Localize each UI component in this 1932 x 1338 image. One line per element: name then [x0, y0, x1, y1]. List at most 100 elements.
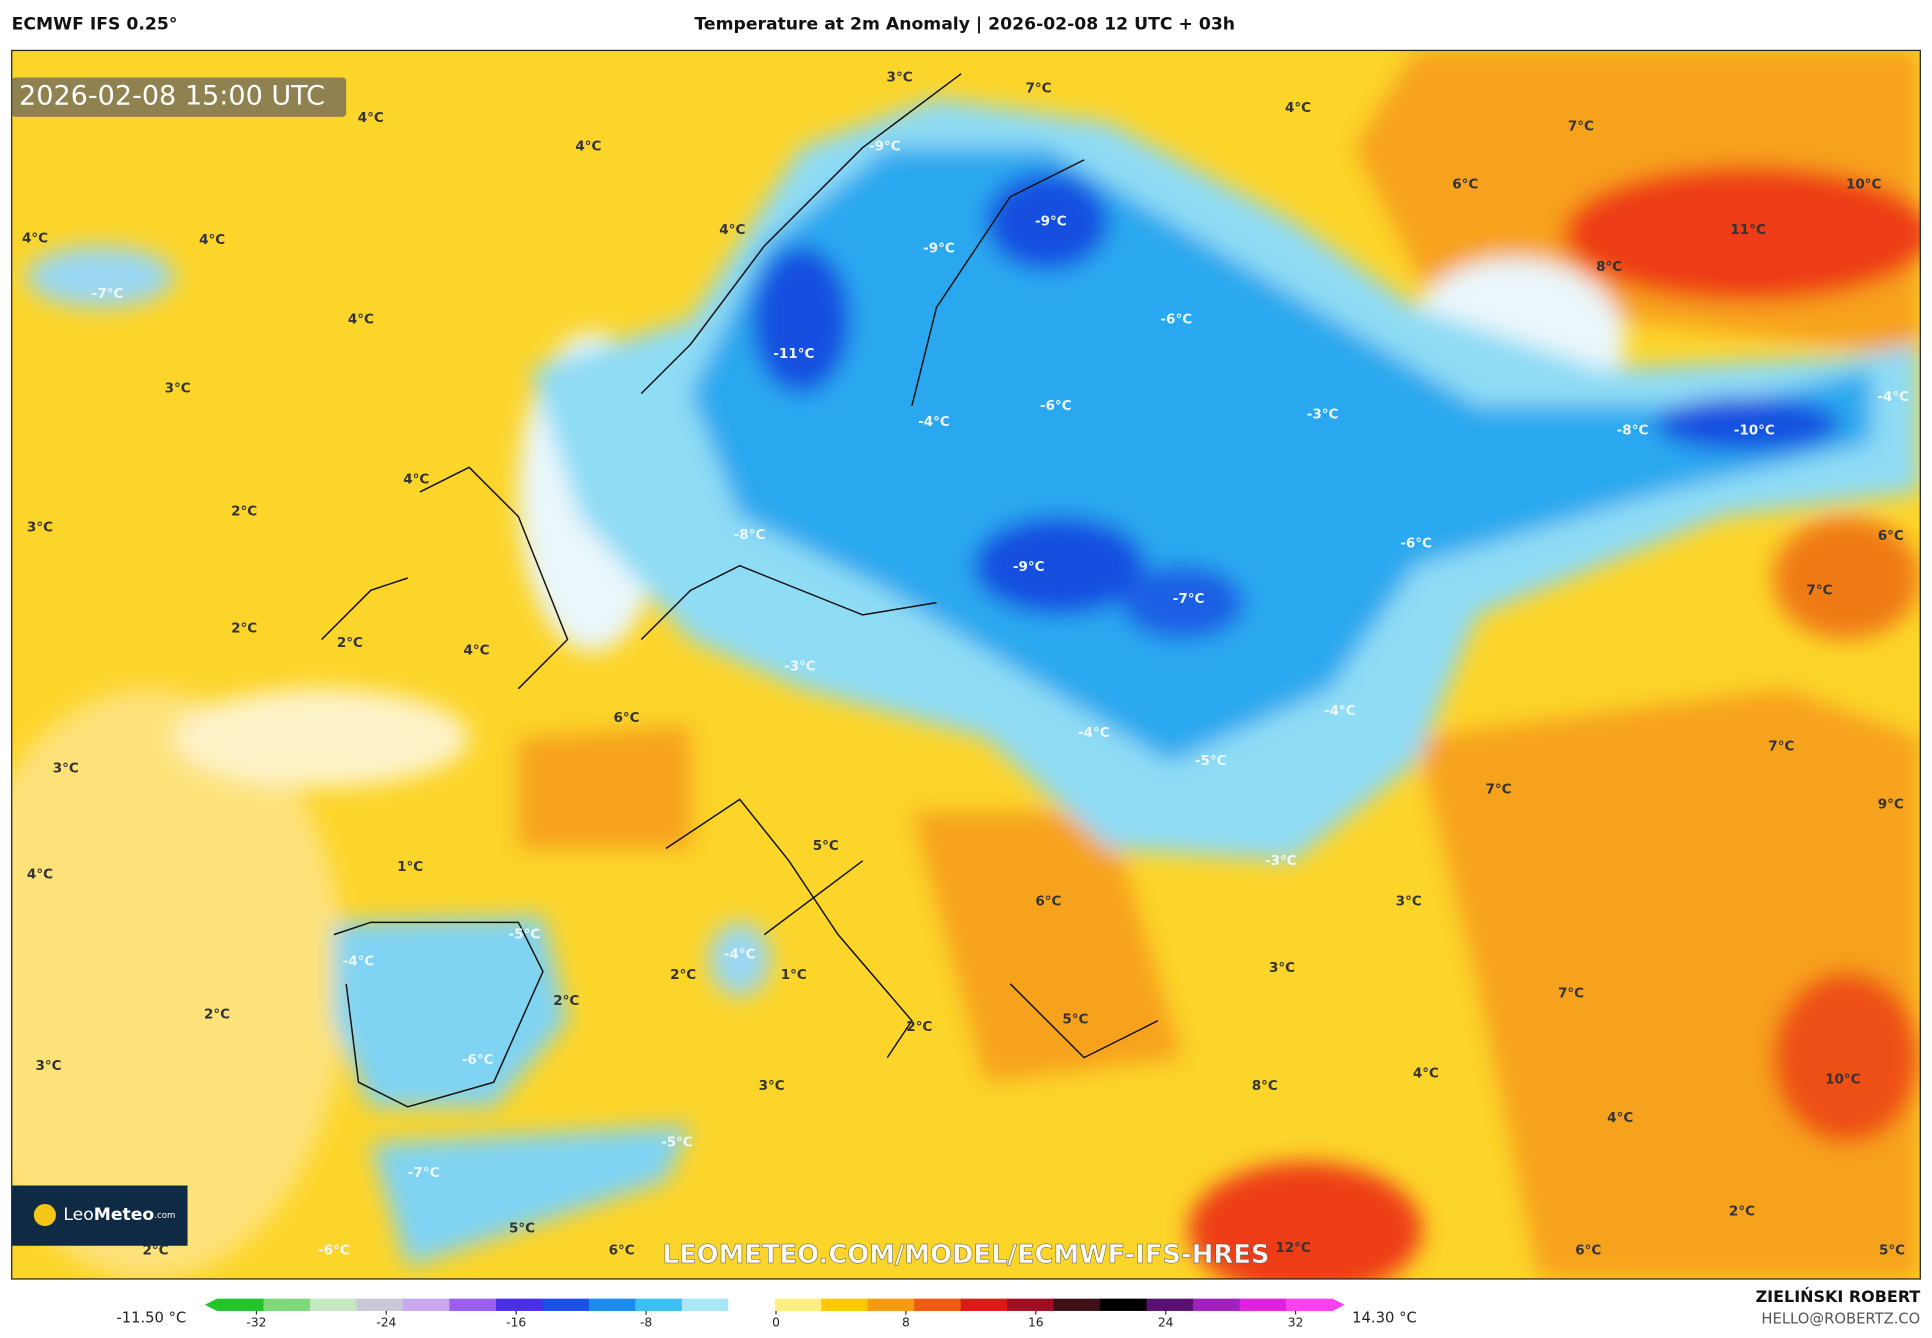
- temperature-label: 4°C: [1285, 100, 1311, 116]
- temperature-label: 4°C: [403, 472, 429, 488]
- colorbar-tick-label: 32: [1288, 1316, 1304, 1330]
- temperature-label: 4°C: [348, 312, 374, 328]
- timestamp-box: [11, 77, 347, 117]
- colorbar-arrow-right: [1332, 1298, 1345, 1311]
- temperature-label: 10°C: [1825, 1072, 1861, 1088]
- temperature-label: 1°C: [781, 967, 807, 983]
- temperature-label: 3°C: [759, 1078, 785, 1094]
- logo-suffix: .com: [154, 1211, 175, 1221]
- map: 3°C 7°C 4°C 7°C 4°C 4°C -9°C 6°C 10°C -9°C 4°C 4°C -…: [11, 50, 1921, 1279]
- temperature-label: 7°C: [1768, 738, 1794, 754]
- temperature-label: -5°C: [1195, 753, 1227, 769]
- temperature-label: -6°C: [462, 1052, 494, 1068]
- colorbar-segment: [356, 1298, 404, 1311]
- temperature-label: -4°C: [1324, 703, 1356, 719]
- temperature-label: -5°C: [661, 1134, 693, 1150]
- colorbar-segment: [495, 1298, 544, 1311]
- temperature-label: -8°C: [1617, 422, 1649, 438]
- colorbar-segment: [1007, 1298, 1055, 1311]
- logo-regular: Leo: [63, 1205, 93, 1225]
- temperature-label: -4°C: [918, 414, 950, 430]
- temperature-label: 8°C: [1252, 1078, 1278, 1094]
- colorbar-segment: [263, 1298, 311, 1311]
- temperature-label: -10°C: [1734, 422, 1775, 438]
- temperature-label: 3°C: [887, 69, 913, 85]
- temperature-label: -7°C: [92, 286, 124, 302]
- colorbar-arrow-left: [204, 1298, 218, 1311]
- temperature-label: 5°C: [1062, 1011, 1088, 1027]
- colorbar-tick-label: -24: [376, 1316, 396, 1330]
- colorbar-segment: [867, 1298, 915, 1311]
- colorbar-segment: [1146, 1298, 1194, 1311]
- temperature-field: [11, 50, 1921, 1279]
- colorbar-tick-label: -32: [246, 1316, 266, 1330]
- temperature-label: 5°C: [509, 1221, 535, 1237]
- temperature-label: 4°C: [358, 110, 384, 126]
- temperature-label: 7°C: [1485, 782, 1511, 798]
- colorbar: -32 -24 -16 -8 0 8 16 24 32: [204, 1298, 1345, 1330]
- temperature-label: -3°C: [1307, 406, 1339, 422]
- temperature-label: 9°C: [1878, 796, 1904, 812]
- map-title: Temperature at 2m Anomaly | 2026-02-08 1…: [694, 15, 1235, 35]
- colorbar-segment: [402, 1298, 451, 1311]
- temperature-label: 4°C: [719, 222, 745, 238]
- colorbar-segment: [449, 1298, 497, 1311]
- temperature-label: 6°C: [609, 1243, 635, 1259]
- temperature-label: 2°C: [553, 993, 579, 1009]
- temperature-label: 2°C: [231, 620, 257, 636]
- temperature-label: 8°C: [1596, 259, 1622, 275]
- temperature-label: -5°C: [509, 927, 541, 943]
- map-frame: [11, 49, 1921, 1280]
- temperature-label: 2°C: [204, 1007, 230, 1023]
- temperature-label: -4°C: [724, 946, 756, 962]
- temperature-label: 12°C: [1275, 1240, 1311, 1256]
- temperature-label: 2°C: [231, 504, 257, 520]
- colorbar-max: 14.30 °C: [1352, 1309, 1417, 1326]
- temperature-label: 2°C: [670, 967, 696, 983]
- temperature-label: -4°C: [343, 954, 375, 970]
- timestamp: 2026-02-08 15:00 UTC: [19, 81, 325, 112]
- colorbar-tick-label: 0: [772, 1316, 780, 1330]
- colorbar-segment: [728, 1298, 776, 1311]
- temperature-label: 2°C: [337, 635, 363, 651]
- temperature-label: -8°C: [734, 527, 766, 543]
- temperature-label: 3°C: [1396, 893, 1422, 909]
- temperature-label: -7°C: [1173, 591, 1205, 607]
- temperature-label: 3°C: [165, 381, 191, 397]
- temperature-label: -9°C: [923, 240, 955, 256]
- temperature-label: -11°C: [773, 346, 814, 362]
- temperature-label: -6°C: [1400, 536, 1432, 552]
- colorbar-segment: [774, 1298, 822, 1311]
- author: ZIELIŃSKI ROBERT: [1756, 1287, 1921, 1306]
- map-labels: 3°C 7°C 4°C 7°C 4°C 4°C -9°C 6°C 10°C -9°C 4°C 4°C -…: [22, 69, 1909, 1258]
- temperature-label: 3°C: [36, 1058, 62, 1074]
- temperature-label: 7°C: [1026, 81, 1052, 97]
- temperature-label: 7°C: [1568, 119, 1594, 135]
- temperature-label: 4°C: [22, 231, 48, 247]
- colorbar-tick-label: 24: [1158, 1316, 1174, 1330]
- logo: LeoMeteo.com: [63, 1205, 175, 1225]
- colorbar-segment: [681, 1298, 729, 1311]
- colorbar-segment: [635, 1298, 683, 1311]
- temperature-label: 4°C: [1607, 1110, 1633, 1126]
- colorbar-segment: [1053, 1298, 1101, 1311]
- colorbar-segment: [588, 1298, 636, 1311]
- temperature-label: -6°C: [1040, 398, 1072, 414]
- temperature-label: -9°C: [869, 138, 901, 154]
- temperature-label: 2°C: [1729, 1203, 1755, 1219]
- temperature-label: 4°C: [199, 232, 225, 248]
- colorbar-segment: [1193, 1298, 1241, 1311]
- colorbar-tick-label: 8: [902, 1316, 910, 1330]
- temperature-label: -6°C: [1160, 312, 1192, 328]
- temperature-label: 6°C: [1452, 176, 1478, 192]
- temperature-label: 6°C: [614, 710, 640, 726]
- temperature-label: 4°C: [464, 643, 490, 659]
- email: HELLO@ROBERTZ.CO: [1761, 1311, 1920, 1328]
- temperature-label: -6°C: [318, 1243, 350, 1259]
- model-name: ECMWF IFS 0.25°: [12, 15, 178, 35]
- colorbar-tick-label: -16: [506, 1316, 526, 1330]
- temperature-label: -7°C: [408, 1165, 440, 1181]
- temperature-label: 2°C: [906, 1019, 932, 1035]
- colorbar-segment: [217, 1298, 265, 1311]
- temperature-label: -4°C: [1078, 725, 1110, 741]
